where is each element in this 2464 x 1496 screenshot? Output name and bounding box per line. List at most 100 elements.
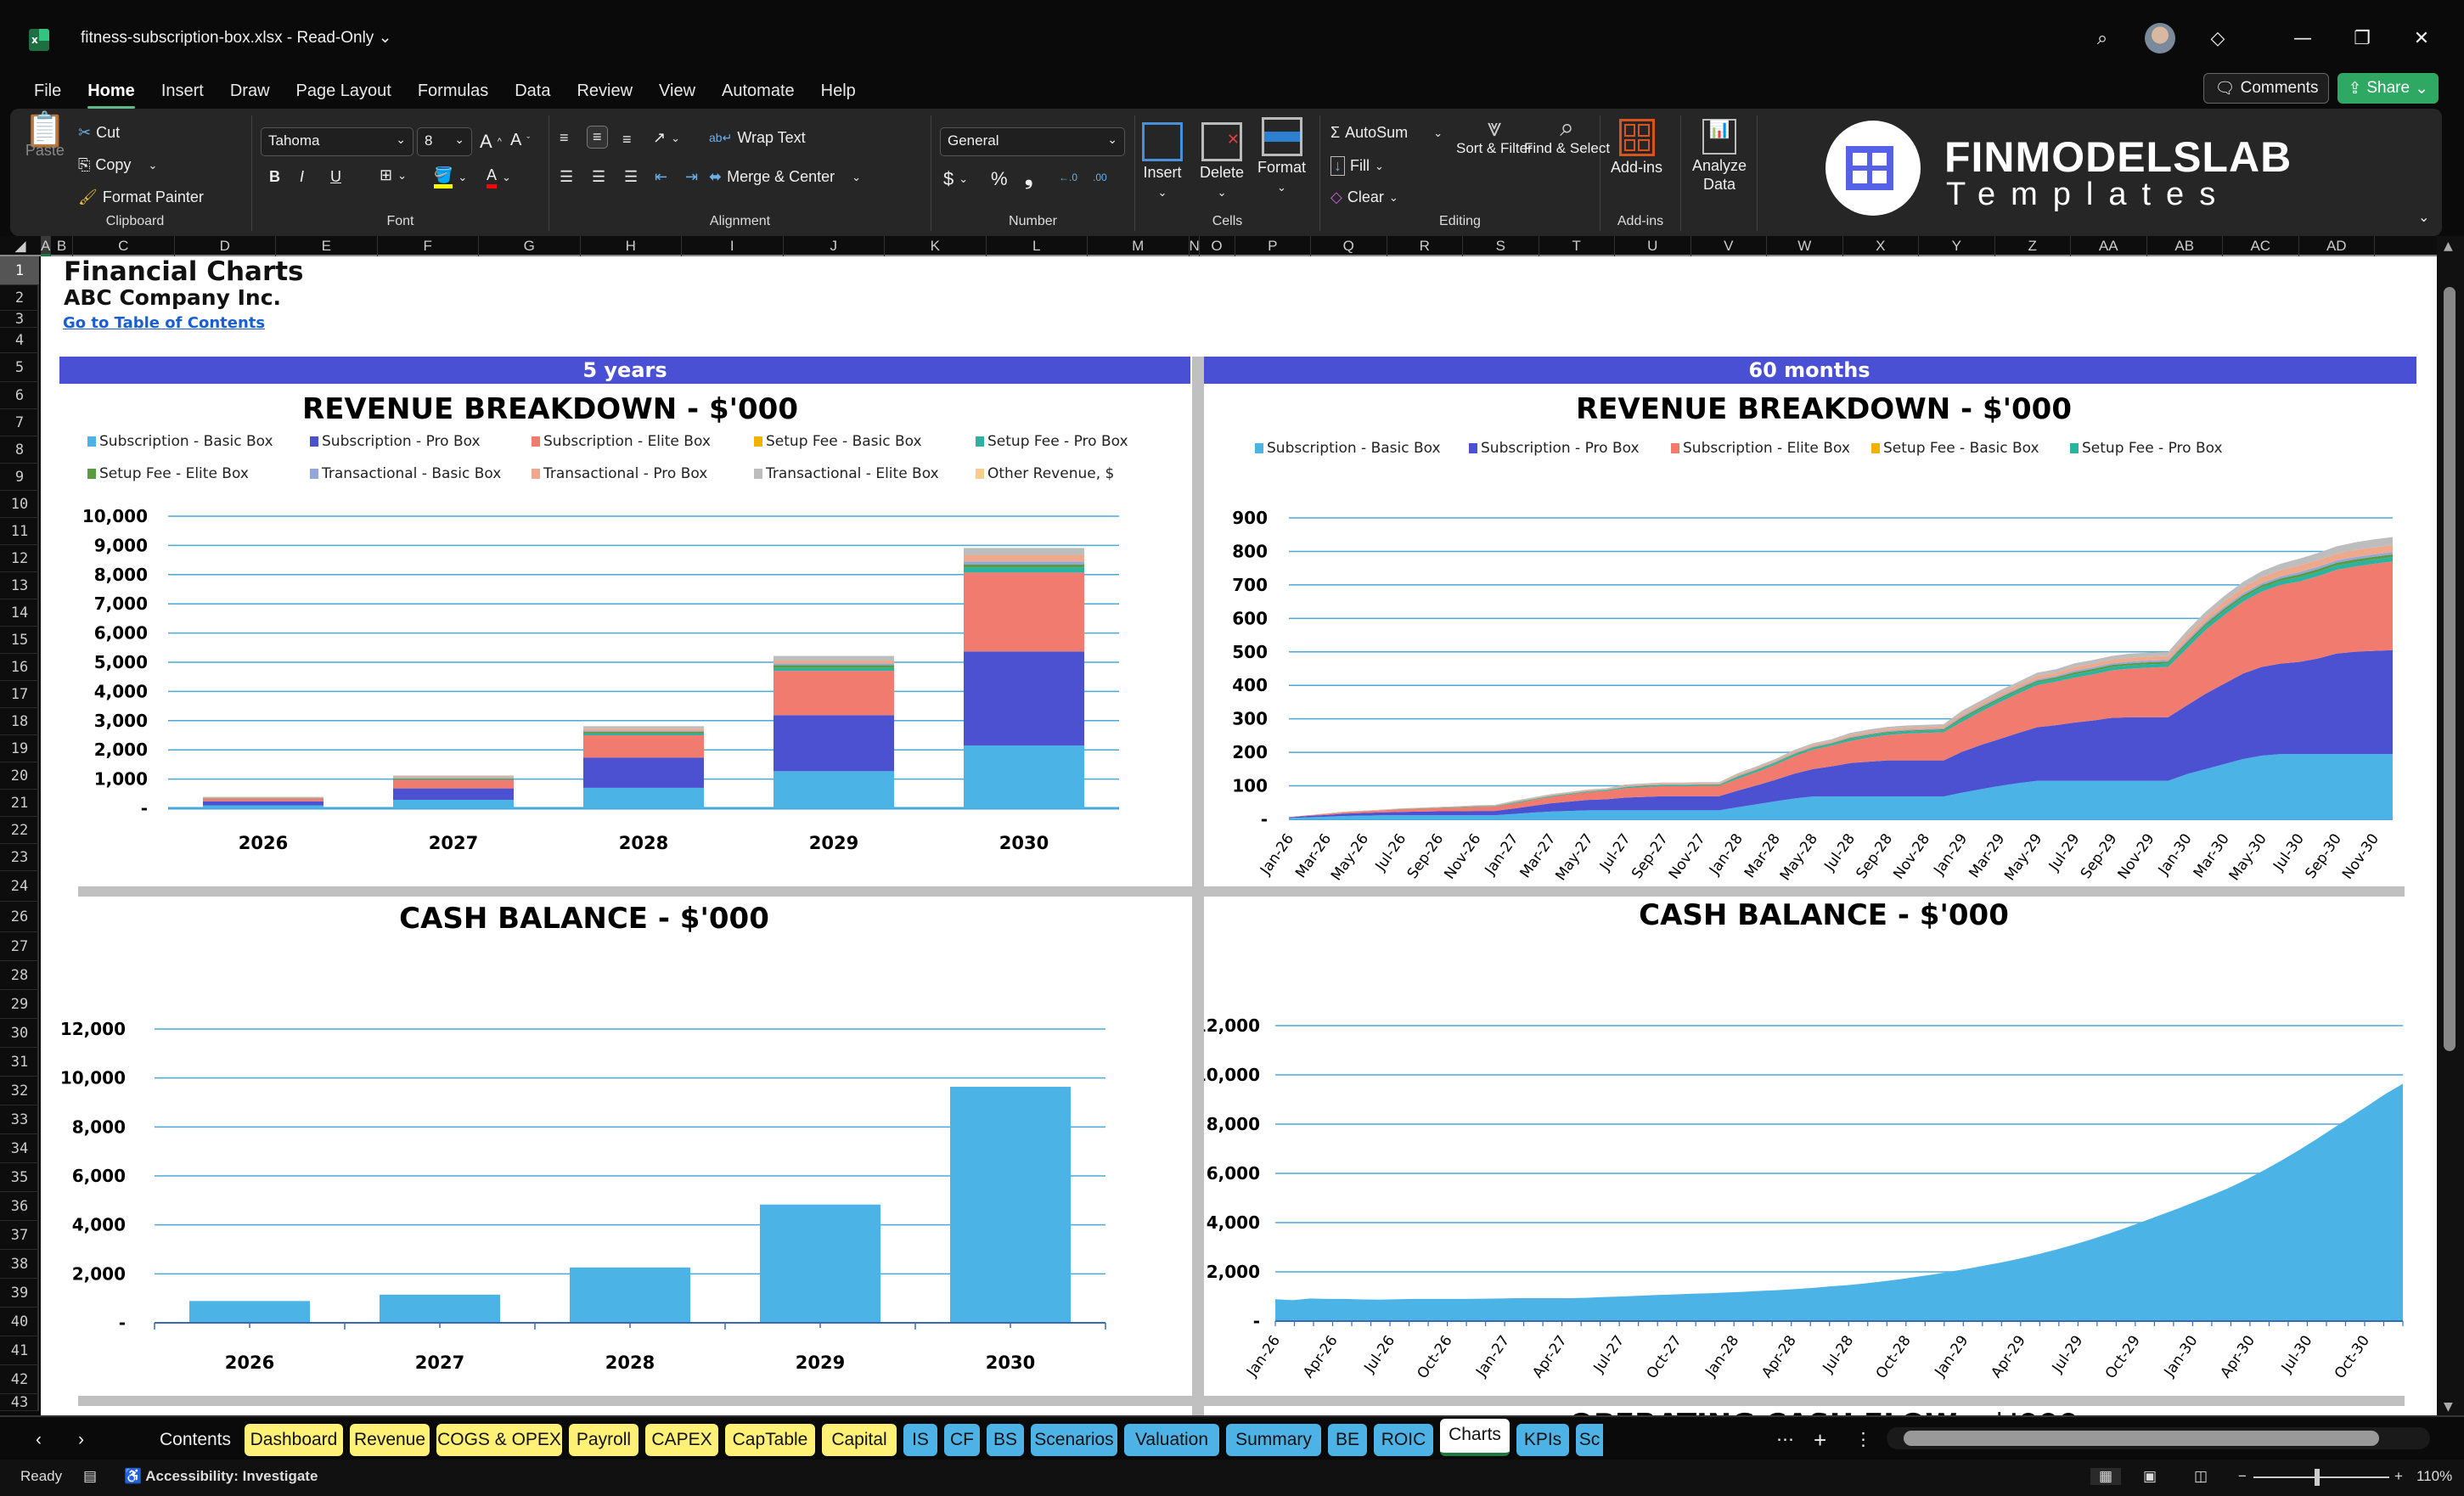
tab-contents[interactable]: Contents [159,1430,232,1449]
comma-button[interactable]: ❟ [1025,166,1033,189]
cut-button[interactable]: ✂ Cut [78,124,121,141]
grow-font-button[interactable]: A ^ [480,131,502,152]
row-header-27[interactable]: 27 [0,932,39,961]
tab-scenarios[interactable]: Scenarios [1031,1424,1117,1456]
fill-button[interactable]: ↓ Fill ⌄ [1330,156,1384,176]
column-header-X[interactable]: X [1843,236,1919,256]
row-header-4[interactable]: 4 [0,328,39,353]
tab-valuation[interactable]: Valuation [1124,1424,1219,1456]
row-header-18[interactable]: 18 [0,708,39,735]
menu-view[interactable]: View [659,81,696,100]
row-header-15[interactable]: 15 [0,627,39,654]
column-header-AD[interactable]: AD [2299,236,2375,256]
row-header-20[interactable]: 20 [0,762,39,790]
add-sheet-button[interactable]: + [1814,1427,1827,1453]
italic-button[interactable]: I [300,168,305,185]
column-header-S[interactable]: S [1463,236,1539,256]
row-header-2[interactable]: 2 [0,285,39,311]
format-painter-button[interactable]: 🖌 Format Painter [78,188,204,205]
analyze-data-button[interactable]: 📊 Analyze Data [1691,119,1747,193]
underline-button[interactable]: U [330,168,341,185]
menu-automate[interactable]: Automate [722,81,795,100]
font-color-button[interactable]: A ⌄ [487,166,511,188]
row-header-32[interactable]: 32 [0,1077,39,1105]
tab-charts[interactable]: Charts [1440,1419,1510,1456]
tab-payroll[interactable]: Payroll [569,1424,639,1456]
column-header-AC[interactable]: AC [2223,236,2299,256]
menu-help[interactable]: Help [820,81,856,100]
macro-record-icon[interactable]: ▤ [83,1468,98,1484]
row-header-22[interactable]: 22 [0,817,39,844]
column-header-N[interactable]: N [1190,236,1200,256]
column-header-Y[interactable]: Y [1919,236,1995,256]
tab-capex[interactable]: CAPEX [645,1424,718,1456]
menu-page-layout[interactable]: Page Layout [295,81,391,100]
find-select-button[interactable]: ⌕ Find & Select [1524,114,1611,157]
merge-center-button[interactable]: ⬌ Merge & Center ⌄ [709,168,862,185]
row-header-13[interactable]: 13 [0,572,39,599]
column-header-U[interactable]: U [1615,236,1691,256]
row-header-39[interactable]: 39 [0,1279,39,1308]
column-header-E[interactable]: E [276,236,378,256]
tab-captable[interactable]: CapTable [725,1424,815,1456]
column-header-M[interactable]: M [1088,236,1190,256]
row-header-5[interactable]: 5 [0,353,39,382]
align-center-button[interactable]: ☰ [592,168,606,185]
row-header-36[interactable]: 36 [0,1192,39,1221]
vertical-scrollbar[interactable]: ▲ ▼ [2437,236,2464,1415]
menu-review[interactable]: Review [577,81,633,100]
select-all-corner[interactable]: ◢ [14,238,26,254]
column-header-Q[interactable]: Q [1311,236,1387,256]
row-header-11[interactable]: 11 [0,518,39,545]
insert-cells-button[interactable]: Insert ⌄ [1142,122,1183,202]
column-header-AB[interactable]: AB [2147,236,2223,256]
tab-is[interactable]: IS [903,1424,937,1456]
autosum-button[interactable]: Σ AutoSum ⌄ [1330,124,1443,141]
row-header-34[interactable]: 34 [0,1134,39,1163]
column-header-B[interactable]: B [51,236,73,256]
share-button[interactable]: ⇪ Share ⌄ [2337,73,2439,104]
orientation-button[interactable]: ↗ ⌄ [653,129,680,146]
row-header-26[interactable]: 26 [0,902,39,932]
comments-button[interactable]: 🗨 Comments [2203,73,2330,104]
column-header-Z[interactable]: Z [1995,236,2071,256]
align-top-button[interactable]: ≡ [560,129,569,146]
row-header-42[interactable]: 42 [0,1365,39,1394]
menu-insert[interactable]: Insert [160,81,204,100]
row-header-9[interactable]: 9 [0,464,39,491]
menu-draw[interactable]: Draw [229,81,270,100]
column-header-G[interactable]: G [479,236,581,256]
row-header-1[interactable]: 1 [0,256,39,285]
column-header-W[interactable]: W [1767,236,1843,256]
diamond-premium-icon[interactable]: ◇ [2210,27,2225,49]
row-header-17[interactable]: 17 [0,681,39,708]
tab-bs[interactable]: BS [987,1424,1024,1456]
addins-button[interactable]: Add-ins [1611,119,1662,177]
zoom-in-button[interactable]: + [2394,1468,2403,1484]
row-header-7[interactable]: 7 [0,409,39,436]
row-header-31[interactable]: 31 [0,1048,39,1077]
column-header-L[interactable]: L [987,236,1088,256]
format-cells-button[interactable]: Format ⌄ [1257,117,1306,197]
column-header-D[interactable]: D [175,236,276,256]
row-header-38[interactable]: 38 [0,1250,39,1279]
page-break-view-button[interactable]: ◫ [2194,1468,2208,1484]
column-header-A[interactable]: A [41,236,51,256]
align-middle-button[interactable]: ≡ [587,126,608,149]
font-size-select[interactable]: 8 ⌄ [417,127,472,156]
bold-button[interactable]: B [269,168,280,185]
row-header-19[interactable]: 19 [0,735,39,762]
tab-kpis[interactable]: KPIs [1516,1424,1569,1456]
horizontal-scroll-thumb[interactable] [1904,1431,2379,1446]
row-header-3[interactable]: 3 [0,311,39,328]
vertical-scroll-thumb[interactable] [2444,287,2456,1051]
wrap-text-button[interactable]: ab↵ Wrap Text [709,129,806,146]
align-left-button[interactable]: ☰ [560,168,574,185]
tab-next-button[interactable]: › [78,1430,84,1449]
row-header-21[interactable]: 21 [0,790,39,817]
row-header-30[interactable]: 30 [0,1019,39,1048]
scroll-down-icon[interactable]: ▼ [2444,1400,2453,1414]
decrease-indent-button[interactable]: ⇤ [655,168,668,185]
row-header-24[interactable]: 24 [0,871,39,902]
document-title[interactable]: fitness-subscription-box.xlsx - Read-Onl… [81,29,392,47]
